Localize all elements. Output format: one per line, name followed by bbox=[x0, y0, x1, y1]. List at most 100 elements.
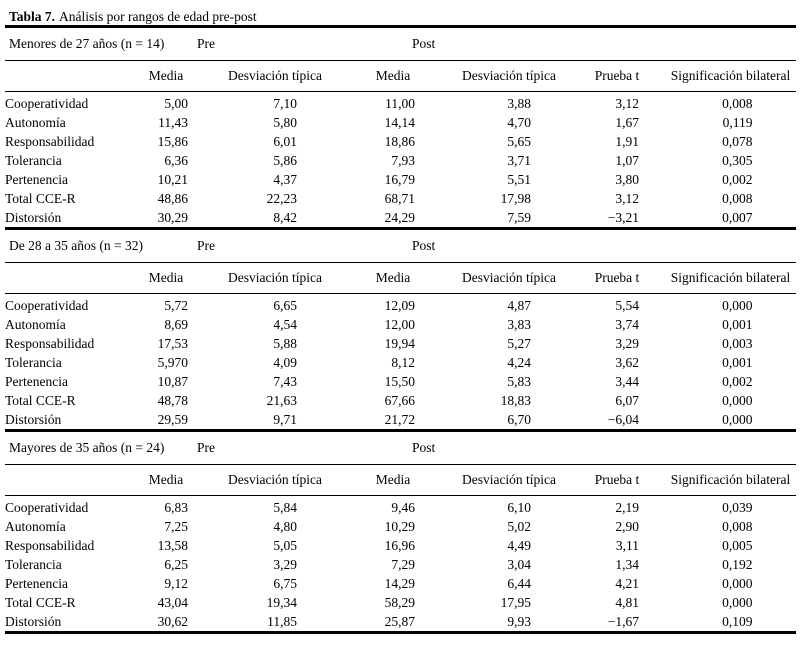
value-cell: 4,54 bbox=[273, 316, 297, 332]
value-cell: 4,49 bbox=[507, 537, 531, 553]
value-cell: 12,09 bbox=[384, 297, 415, 313]
table-row: Total CCE-R 48,86 22,23 68,71 17,98 3,12 0,008 bbox=[5, 189, 796, 208]
value-cell: 1,91 bbox=[615, 133, 639, 149]
section-header-28-35: De 28 a 35 años (n = 32) Pre Post bbox=[5, 230, 796, 262]
value-cell: 5,02 bbox=[507, 518, 531, 534]
row-label: Responsabilidad bbox=[5, 537, 95, 553]
value-cell: 18,86 bbox=[384, 133, 415, 149]
row-label: Distorsión bbox=[5, 613, 62, 629]
value-cell: 7,29 bbox=[391, 556, 415, 572]
column-header-significacion: Significación bilateral bbox=[670, 270, 791, 285]
table-row: Distorsión 29,59 9,71 21,72 6,70 −6,04 0,000 bbox=[5, 410, 796, 429]
value-cell: 5,970 bbox=[157, 354, 188, 370]
value-cell: 4,09 bbox=[273, 354, 297, 370]
value-cell: 7,25 bbox=[164, 518, 188, 534]
value-cell: 30,29 bbox=[157, 209, 188, 225]
section-rule bbox=[5, 60, 796, 61]
value-cell: 5,05 bbox=[273, 537, 297, 553]
value-cell: 0,119 bbox=[722, 114, 753, 130]
table-row: Tolerancia 5,970 4,09 8,12 4,24 3,62 0,001 bbox=[5, 353, 796, 372]
value-cell: 4,37 bbox=[273, 171, 297, 187]
value-cell: 11,00 bbox=[385, 95, 415, 111]
row-label: Total CCE-R bbox=[5, 392, 76, 408]
row-label: Cooperatividad bbox=[5, 499, 89, 515]
value-cell: 7,10 bbox=[273, 95, 297, 111]
value-cell: −1,67 bbox=[607, 613, 639, 629]
value-cell: 1,07 bbox=[615, 152, 639, 168]
value-cell: 30,62 bbox=[157, 613, 188, 629]
value-cell: 1,67 bbox=[615, 114, 639, 130]
value-cell: 5,72 bbox=[164, 297, 188, 313]
row-label: Pertenencia bbox=[5, 171, 68, 187]
value-cell: 5,83 bbox=[507, 373, 531, 389]
value-cell: 6,75 bbox=[273, 575, 297, 591]
value-cell: 8,12 bbox=[391, 354, 415, 370]
table-row: Total CCE-R 43,04 19,34 58,29 17,95 4,81 0,000 bbox=[5, 593, 796, 612]
value-cell: 29,59 bbox=[157, 411, 188, 427]
section-separator-rule bbox=[5, 429, 796, 432]
table-row: Responsabilidad 15,86 6,01 18,86 5,65 1,91 0,0… bbox=[5, 132, 796, 151]
row-label: Total CCE-R bbox=[5, 190, 76, 206]
value-cell: 12,00 bbox=[384, 316, 415, 332]
value-cell: 0,078 bbox=[722, 133, 753, 149]
value-cell: 0,005 bbox=[722, 537, 753, 553]
column-header-prueba-t: Prueba t bbox=[594, 270, 640, 285]
empty-header-cell bbox=[5, 263, 119, 294]
value-cell: 5,80 bbox=[273, 114, 297, 130]
value-cell: 19,94 bbox=[384, 335, 415, 351]
value-cell: 15,86 bbox=[157, 133, 188, 149]
value-cell: 7,59 bbox=[507, 209, 531, 225]
value-cell: 0,000 bbox=[722, 297, 753, 313]
value-cell: 0,008 bbox=[722, 518, 753, 534]
column-header-media-post: Media bbox=[375, 472, 411, 487]
top-rule bbox=[5, 25, 796, 28]
value-cell: 48,86 bbox=[157, 190, 188, 206]
row-label: Cooperatividad bbox=[5, 297, 89, 313]
group-label: Mayores de 35 años (n = 24) bbox=[9, 440, 165, 455]
pre-label: Pre bbox=[197, 36, 215, 51]
value-cell: 68,71 bbox=[384, 190, 415, 206]
value-cell: 18,83 bbox=[500, 392, 531, 408]
column-header-media-post: Media bbox=[375, 68, 411, 83]
table-row: Total CCE-R 48,78 21,63 67,66 18,83 6,07 0,000 bbox=[5, 391, 796, 410]
value-cell: 5,54 bbox=[615, 297, 639, 313]
value-cell: 7,93 bbox=[391, 152, 415, 168]
value-cell: 7,43 bbox=[273, 373, 297, 389]
row-label: Tolerancia bbox=[5, 152, 62, 168]
row-label: Cooperatividad bbox=[5, 95, 89, 111]
value-cell: 6,36 bbox=[164, 152, 188, 168]
value-cell: 0,000 bbox=[722, 594, 753, 610]
column-header-desviacion-post: Desviación típica bbox=[461, 472, 557, 487]
value-cell: 0,109 bbox=[722, 613, 753, 629]
value-cell: 16,79 bbox=[384, 171, 415, 187]
column-header-desviacion-pre: Desviación típica bbox=[227, 270, 323, 285]
pre-label: Pre bbox=[197, 238, 215, 253]
value-cell: 8,42 bbox=[273, 209, 297, 225]
value-cell: 5,00 bbox=[164, 95, 188, 111]
value-cell: 3,71 bbox=[507, 152, 531, 168]
row-label: Autonomía bbox=[5, 316, 66, 332]
value-cell: 0,003 bbox=[722, 335, 753, 351]
value-cell: 3,12 bbox=[615, 190, 639, 206]
column-header-desviacion-pre: Desviación típica bbox=[227, 68, 323, 83]
value-cell: 5,65 bbox=[507, 133, 531, 149]
value-cell: 5,51 bbox=[507, 171, 531, 187]
group-label: De 28 a 35 años (n = 32) bbox=[9, 238, 143, 253]
value-cell: 6,65 bbox=[273, 297, 297, 313]
value-cell: 4,70 bbox=[507, 114, 531, 130]
value-cell: 6,70 bbox=[507, 411, 531, 427]
value-cell: 3,62 bbox=[615, 354, 639, 370]
column-header-media-pre: Media bbox=[148, 270, 184, 285]
value-cell: 21,72 bbox=[384, 411, 415, 427]
value-cell: 0,192 bbox=[722, 556, 753, 572]
value-cell: 9,46 bbox=[391, 499, 415, 515]
value-cell: 58,29 bbox=[384, 594, 415, 610]
value-cell: 11,43 bbox=[158, 114, 188, 130]
value-cell: 2,19 bbox=[615, 499, 639, 515]
value-cell: 4,81 bbox=[615, 594, 639, 610]
section-separator-rule bbox=[5, 227, 796, 230]
table-row: Pertenencia 10,21 4,37 16,79 5,51 3,80 0,002 bbox=[5, 170, 796, 189]
value-cell: 8,69 bbox=[164, 316, 188, 332]
table-row: Pertenencia 10,87 7,43 15,50 5,83 3,44 0,002 bbox=[5, 372, 796, 391]
column-header-media-pre: Media bbox=[148, 68, 184, 83]
